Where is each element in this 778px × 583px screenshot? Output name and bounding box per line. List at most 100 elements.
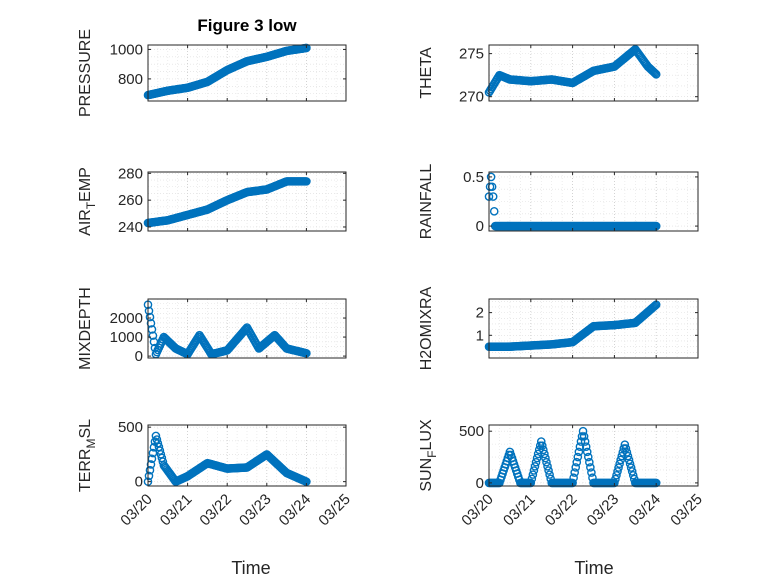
subplot-h2omixra: 1 2 H2OMIXRA [418, 286, 699, 370]
data-point [586, 463, 595, 472]
data-point [532, 453, 542, 463]
y-tick-label: 500 [118, 419, 143, 436]
x-tick-label: 03/25 [667, 491, 706, 530]
y-tick-label: 800 [118, 71, 143, 88]
data-point [144, 471, 154, 481]
y-tick-label: 0 [476, 475, 484, 492]
data-point [620, 440, 630, 449]
data-point [541, 453, 550, 463]
y-tick-label: 2 [476, 305, 484, 322]
data-point [536, 437, 546, 446]
y-tick-label: 0 [476, 218, 484, 235]
data-point [587, 468, 596, 477]
y-tick-label: 240 [118, 219, 143, 236]
data-point [649, 68, 659, 77]
subplot-mixdepth: 0 1000 2000 MIXDEPTH [77, 287, 347, 370]
y-tick-label: 280 [118, 165, 143, 182]
data-point [540, 449, 549, 459]
data-point [575, 442, 585, 452]
data-point [488, 192, 498, 201]
axes-box [488, 171, 699, 232]
data-point [531, 457, 541, 467]
data-point [145, 465, 155, 475]
y-tick-label: 275 [459, 46, 484, 63]
data-point [580, 437, 590, 446]
y-tick-label: 0.5 [463, 169, 484, 186]
data-point [146, 460, 156, 469]
data-point [578, 426, 588, 436]
plot-area [148, 172, 346, 231]
x-tick-label: 03/21 [157, 491, 196, 530]
data-point [571, 463, 581, 472]
x-tick-label: 03/24 [625, 491, 664, 530]
y-axis-label: TERRMSL [77, 419, 98, 492]
data-point [585, 457, 594, 467]
data-point [545, 470, 554, 479]
data-point [624, 455, 634, 465]
data-point [148, 331, 158, 340]
data-point [627, 467, 637, 476]
data-point [615, 459, 624, 469]
subplot-air_temp: 240 260 280 AIRTEMP [77, 165, 347, 236]
axes-box [488, 424, 699, 487]
data-point [623, 451, 633, 461]
data-point [539, 445, 548, 455]
data-point [650, 301, 660, 310]
data-point [613, 467, 622, 476]
y-tick-label: 260 [118, 192, 143, 209]
axes-box [147, 298, 347, 359]
x-tick-label: 03/25 [315, 491, 354, 530]
data-point [651, 69, 661, 79]
y-axis-label: PRESSURE [77, 29, 94, 117]
data-point [570, 468, 579, 477]
data-point [572, 457, 582, 467]
y-axis-label: H2OMIXRA [418, 286, 435, 370]
data-point [529, 466, 539, 475]
data-point [528, 470, 538, 479]
data-point [302, 43, 311, 53]
data-point [614, 463, 623, 472]
data-point [302, 177, 311, 186]
y-tick-label: 1000 [110, 329, 143, 346]
data-point [581, 442, 591, 452]
data-point [626, 463, 636, 472]
data-point [573, 452, 583, 462]
x-tick-label: 03/22 [542, 491, 581, 530]
x-axis-label-right: Time [574, 558, 613, 578]
y-tick-label: 1 [476, 327, 484, 344]
data-point [530, 462, 540, 471]
data-point [544, 466, 553, 475]
x-tick-label: 03/20 [458, 491, 497, 530]
subplot-theta: 270 275 THETA [418, 44, 699, 106]
data-point [527, 474, 537, 484]
data-point [489, 207, 499, 216]
x-axis-label-left: Time [231, 558, 270, 578]
data-point [625, 459, 635, 469]
data-point [612, 470, 621, 480]
subplot-sun_flux: 03/20 03/21 03/22 03/23 03/24 03/25 0 500 SUNFLU… [418, 419, 706, 529]
x-tick-label: 03/24 [276, 491, 315, 530]
y-tick-label: 1000 [110, 41, 143, 58]
axes-box [147, 424, 347, 487]
y-axis-label: RAINFALL [418, 164, 435, 240]
x-tick-label: 03/20 [117, 491, 156, 530]
subplot-pressure: 800 1000 PRESSURE [77, 29, 347, 117]
x-tick-label: 03/23 [584, 491, 623, 530]
data-point [537, 441, 547, 450]
y-axis-label: SUNFLUX [418, 419, 439, 492]
data-point [574, 447, 584, 457]
data-point [542, 457, 551, 467]
axes-box [488, 44, 699, 102]
subplot-rainfall: 0 0.5 RAINFALL [418, 164, 699, 240]
x-tick-label: 03/23 [236, 491, 275, 530]
data-point [533, 449, 543, 459]
data-point [579, 432, 589, 441]
data-point [144, 306, 154, 316]
y-tick-label: 270 [459, 89, 484, 106]
y-axis-label: MIXDEPTH [77, 287, 94, 370]
data-point [486, 172, 496, 182]
y-tick-label: 0 [135, 348, 143, 365]
y-axis-label: THETA [418, 47, 435, 99]
